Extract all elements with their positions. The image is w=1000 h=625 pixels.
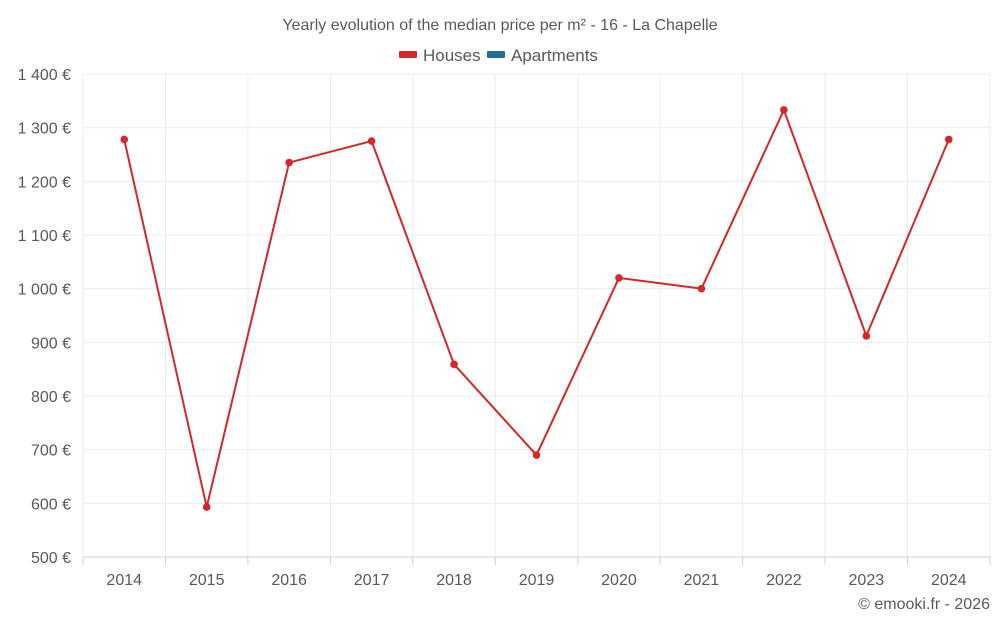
- legend-label: Houses: [423, 46, 481, 65]
- y-tick-label: 1 400 €: [18, 67, 71, 84]
- x-tick-label: 2014: [106, 572, 142, 589]
- x-tick-label: 2023: [849, 572, 885, 589]
- data-point: [944, 135, 953, 144]
- x-tick-label: 2022: [766, 572, 802, 589]
- y-tick-label: 800 €: [31, 389, 71, 406]
- x-tick-label: 2016: [271, 572, 307, 589]
- data-point: [450, 360, 458, 369]
- legend-item-houses: Houses: [399, 46, 481, 65]
- data-point: [120, 135, 129, 144]
- legend: Houses Apartments: [399, 46, 598, 65]
- y-tick-label: 1 100 €: [18, 228, 71, 245]
- y-tick-label: 1 300 €: [18, 121, 71, 138]
- legend-swatch: [487, 51, 505, 58]
- x-tick-label: 2020: [601, 572, 637, 589]
- y-tick-label: 1 000 €: [18, 282, 71, 299]
- x-tick-label: 2018: [436, 572, 472, 589]
- data-point: [780, 106, 788, 114]
- legend-swatch: [399, 51, 417, 58]
- data-point: [615, 274, 623, 282]
- data-point: [202, 503, 211, 511]
- chart-title: Yearly evolution of the median price per…: [282, 17, 717, 34]
- data-point: [285, 158, 293, 167]
- y-tick-label: 700 €: [31, 443, 71, 460]
- x-tick-label: 2017: [354, 572, 390, 589]
- data-point: [367, 137, 376, 145]
- series: [120, 106, 953, 511]
- x-tick-label: 2021: [684, 572, 720, 589]
- series-houses: [120, 106, 953, 511]
- data-point: [862, 332, 871, 340]
- y-tick-label: 900 €: [31, 335, 71, 352]
- gridlines: [82, 73, 991, 557]
- axes: 500 € 600 € 700 € 800 € 900 € 1 000 € 1 100 € 1…: [18, 67, 991, 589]
- y-tick-label: 600 €: [31, 496, 71, 513]
- credit-text: © emooki.fr - 2026: [858, 596, 990, 613]
- data-point: [532, 451, 541, 459]
- x-tick-label: 2019: [519, 572, 555, 589]
- x-tick-label: 2015: [189, 572, 225, 589]
- y-tick-label: 500 €: [31, 550, 71, 567]
- x-tick-label: 2024: [931, 572, 967, 589]
- legend-label: Apartments: [511, 46, 598, 65]
- legend-item-apartments: Apartments: [487, 46, 598, 65]
- data-point: [697, 284, 706, 293]
- y-tick-label: 1 200 €: [18, 174, 71, 191]
